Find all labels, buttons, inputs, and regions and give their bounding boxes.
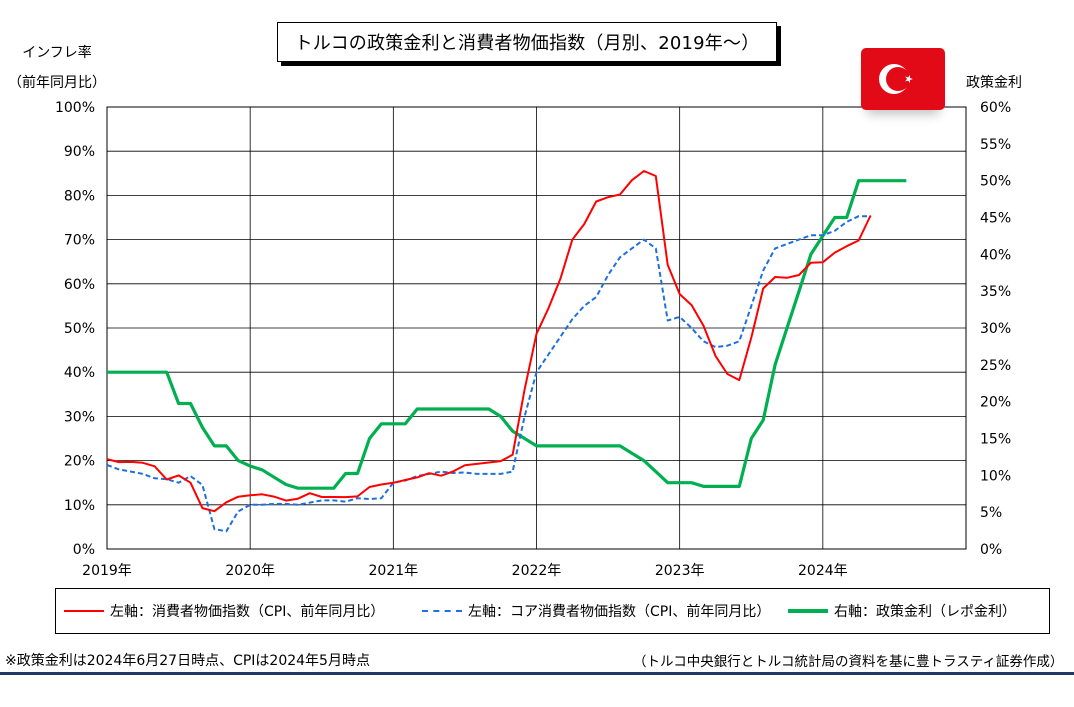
x-tick-label: 2024年 [798, 563, 848, 579]
legend-item-rate: 右軸：政策金利（レポ金利） [788, 589, 1016, 633]
right-axis-label: 政策金利 [966, 75, 1022, 91]
left-tick-label: 40% [64, 365, 95, 381]
grid-lines [106, 106, 967, 550]
turkish-flag-icon [861, 48, 945, 110]
left-tick-label: 10% [64, 498, 95, 514]
right-tick-label: 20% [980, 395, 1011, 411]
series-line-core-cpi [106, 215, 871, 533]
chart-legend: 左軸：消費者物価指数（CPI、前年同月比） 左軸：コア消費者物価指数（CPI、前… [55, 588, 1050, 634]
series-line-policy-rate [107, 179, 907, 490]
footnote-right: （トルコ中央銀行とトルコ統計局の資料を基に豊トラスティ証券作成） [633, 654, 1064, 670]
left-tick-label: 90% [64, 144, 95, 160]
right-tick-label: 30% [980, 321, 1011, 337]
right-tick-label: 50% [980, 174, 1011, 190]
series-lines [106, 170, 907, 533]
x-tick-label: 2020年 [225, 563, 275, 579]
left-tick-label: 0% [73, 542, 95, 558]
x-tick-label: 2022年 [512, 563, 562, 579]
left-tick-label: 50% [64, 321, 95, 337]
legend-label-core: 左軸：コア消費者物価指数（CPI、前年同月比） [468, 604, 771, 620]
right-tick-label: 45% [980, 211, 1011, 227]
left-axis-label: インフレ率 （前年同月比） [8, 38, 106, 98]
left-tick-label: 80% [64, 188, 95, 204]
left-tick-label: 70% [64, 233, 95, 249]
left-tick-label: 20% [64, 454, 95, 470]
footnote-left: ※政策金利は2024年6月27日時点、CPIは2024年5月時点 [5, 653, 370, 669]
crescent-star-icon [879, 64, 913, 94]
right-tick-label: 35% [980, 284, 1011, 300]
right-tick-label: 0% [980, 542, 1002, 558]
right-tick-label: 15% [980, 432, 1011, 448]
legend-item-core: 左軸：コア消費者物価指数（CPI、前年同月比） [422, 589, 770, 633]
plot-border [106, 106, 967, 550]
left-tick-label: 60% [64, 277, 95, 293]
legend-swatch-core [422, 610, 462, 612]
bottom-rule [0, 672, 1074, 675]
left-tick-label: 100% [55, 100, 95, 116]
chart-title: トルコの政策金利と消費者物価指数（月別、2019年～） [277, 22, 777, 62]
legend-item-cpi: 左軸：消費者物価指数（CPI、前年同月比） [64, 589, 384, 633]
right-tick-label: 5% [980, 505, 1002, 521]
right-tick-label: 40% [980, 247, 1011, 263]
x-tick-label: 2019年 [82, 563, 132, 579]
series-line-cpi [106, 170, 872, 513]
left-axis-label-line2: （前年同月比） [8, 75, 106, 91]
x-tick-label: 2021年 [369, 563, 419, 579]
left-tick-label: 30% [64, 409, 95, 425]
right-tick-label: 25% [980, 358, 1011, 374]
axis-ticks: 0% 10% 20% 30% 40% 50% 60% 70% 80% 90% 100% 0% 5% 10%… [55, 100, 1011, 579]
left-axis-label-line1: インフレ率 [22, 45, 92, 61]
right-tick-label: 10% [980, 468, 1011, 484]
right-tick-label: 60% [980, 100, 1011, 116]
x-tick-label: 2023年 [655, 563, 705, 579]
legend-swatch-rate [788, 609, 828, 613]
legend-label-cpi: 左軸：消費者物価指数（CPI、前年同月比） [110, 604, 385, 620]
right-tick-label: 55% [980, 137, 1011, 153]
legend-swatch-cpi [64, 610, 104, 612]
legend-label-rate: 右軸：政策金利（レポ金利） [834, 604, 1016, 620]
